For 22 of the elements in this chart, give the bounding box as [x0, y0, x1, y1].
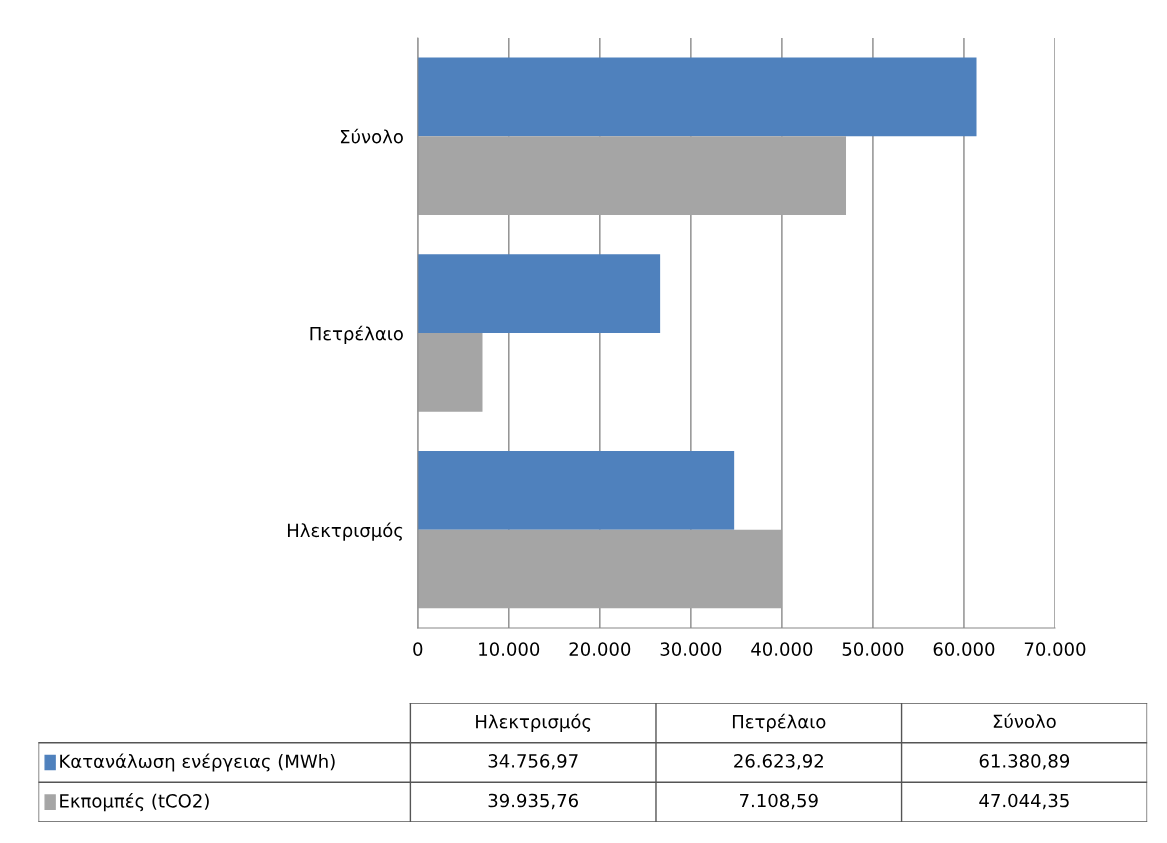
x-tick-label: 0 [413, 642, 423, 656]
x-tick-label: 40.000 [751, 642, 813, 656]
y-tick-label: Σύνολο [340, 128, 403, 144]
x-tick-label: 30.000 [660, 642, 722, 656]
y-tick-label: Πετρέλαιο [310, 325, 403, 344]
x-tick-label: 60.000 [933, 642, 995, 656]
legend-label: Εκπομπές (tCO2) [60, 793, 209, 812]
x-tick-label: 70.000 [1024, 642, 1086, 656]
x-tick-label: 10.000 [479, 642, 540, 656]
category-label: Σύνολο [993, 713, 1056, 729]
text: 7.108,59 [740, 793, 818, 810]
x-tick-label: 20.000 [569, 642, 631, 656]
y-tick-label: Ηλεκτρισμός [287, 522, 403, 541]
text: 39.935,76 [488, 793, 578, 810]
text: 34.756,97 [488, 754, 578, 770]
category-label: Πετρέλαιο [732, 713, 826, 732]
text: 47.044,35 [979, 793, 1069, 810]
category-label: Ηλεκτρισμός [476, 713, 591, 732]
text: 26.623,92 [734, 754, 823, 770]
text: 61.380,89 [979, 754, 1070, 770]
legend-label: Κατανάλωση ενέργειας (MWh) [60, 753, 335, 772]
x-tick-label: 50.000 [842, 642, 904, 656]
